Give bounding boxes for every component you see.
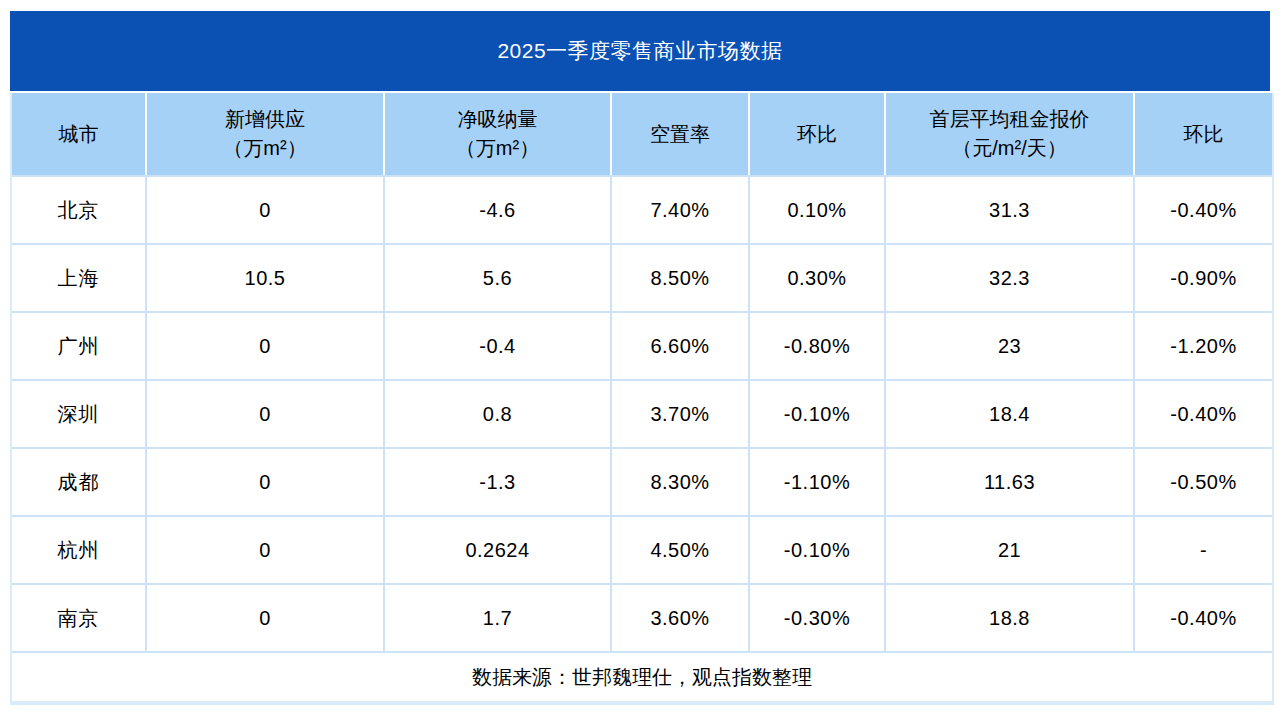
cell-value: 3.60% [612,583,750,651]
cell-city: 北京 [12,175,147,243]
cell-value: 0 [147,311,385,379]
table-row: 深圳00.83.70%-0.10%18.4-0.40% [12,379,1272,447]
col-header-label: 新增供应 （万m²） [223,108,306,159]
cell-value: 31.3 [886,175,1135,243]
col-header-net-absorption: 净吸纳量 （万m²） [385,93,612,175]
cell-value: 8.30% [612,447,750,515]
cell-value: -1.20% [1135,311,1272,379]
cell-value: 0.10% [750,175,886,243]
cell-value: 11.63 [886,447,1135,515]
table-row: 杭州00.26244.50%-0.10%21- [12,515,1272,583]
source-row: 数据来源：世邦魏理仕，观点指数整理 [12,651,1272,701]
cell-city: 南京 [12,583,147,651]
table-row: 南京01.73.60%-0.30%18.8-0.40% [12,583,1272,651]
cell-value: -0.50% [1135,447,1272,515]
table-row: 广州0-0.46.60%-0.80%23-1.20% [12,311,1272,379]
cell-value: -0.10% [750,379,886,447]
cell-value: -1.3 [385,447,612,515]
col-header-label: 净吸纳量 （万m²） [456,108,539,159]
cell-city: 杭州 [12,515,147,583]
table-title-bar: 2025一季度零售商业市场数据 [10,11,1270,91]
cell-value: 8.50% [612,243,750,311]
col-header-label: 环比 [1184,123,1224,145]
cell-value: -0.40% [1135,583,1272,651]
retail-market-table-figure: 2025一季度零售商业市场数据 城市 新增供应 （万m²） 净吸纳量 （万m²）… [10,11,1270,705]
table-row: 北京0-4.67.40%0.10%31.3-0.40% [12,175,1272,243]
cell-value: 0.8 [385,379,612,447]
cell-city: 广州 [12,311,147,379]
cell-value: -0.4 [385,311,612,379]
cell-value: 21 [886,515,1135,583]
table-row: 上海10.55.68.50%0.30%32.3-0.90% [12,243,1272,311]
cell-value: 0 [147,447,385,515]
cell-value: -0.40% [1135,379,1272,447]
table-header: 城市 新增供应 （万m²） 净吸纳量 （万m²） 空置率 环比 首层平均租金报价… [12,93,1272,175]
cell-value: 0 [147,175,385,243]
cell-value: 18.4 [886,379,1135,447]
cell-value: -0.40% [1135,175,1272,243]
cell-value: -4.6 [385,175,612,243]
col-header-city: 城市 [12,93,147,175]
source-note: 数据来源：世邦魏理仕，观点指数整理 [12,651,1272,701]
col-header-ground-floor-rent: 首层平均租金报价 （元/m²/天） [886,93,1135,175]
table-body: 北京0-4.67.40%0.10%31.3-0.40%上海10.55.68.50… [12,175,1272,651]
cell-city: 深圳 [12,379,147,447]
cell-value: -0.30% [750,583,886,651]
col-header-label: 空置率 [650,123,710,145]
cell-city: 上海 [12,243,147,311]
col-header-vacancy-rate: 空置率 [612,93,750,175]
cell-city: 成都 [12,447,147,515]
col-header-label: 首层平均租金报价 （元/m²/天） [930,108,1090,159]
table-title: 2025一季度零售商业市场数据 [497,37,782,65]
cell-value: 7.40% [612,175,750,243]
cell-value: 0 [147,515,385,583]
cell-value: 3.70% [612,379,750,447]
cell-value: 0 [147,583,385,651]
header-row: 城市 新增供应 （万m²） 净吸纳量 （万m²） 空置率 环比 首层平均租金报价… [12,93,1272,175]
col-header-label: 环比 [797,123,837,145]
cell-value: -1.10% [750,447,886,515]
cell-value: 0.30% [750,243,886,311]
cell-value: 0 [147,379,385,447]
cell-value: - [1135,515,1272,583]
cell-value: -0.90% [1135,243,1272,311]
table-footer: 数据来源：世邦魏理仕，观点指数整理 [12,651,1272,701]
cell-value: 5.6 [385,243,612,311]
retail-market-data-table: 城市 新增供应 （万m²） 净吸纳量 （万m²） 空置率 环比 首层平均租金报价… [10,93,1274,705]
cell-value: 6.60% [612,311,750,379]
cell-value: 10.5 [147,243,385,311]
col-header-label: 城市 [59,123,99,145]
cell-value: -0.10% [750,515,886,583]
cell-value: 32.3 [886,243,1135,311]
cell-value: 4.50% [612,515,750,583]
table-row: 成都0-1.38.30%-1.10%11.63-0.50% [12,447,1272,515]
col-header-new-supply: 新增供应 （万m²） [147,93,385,175]
col-header-vacancy-qoq: 环比 [750,93,886,175]
cell-value: 23 [886,311,1135,379]
cell-value: 18.8 [886,583,1135,651]
cell-value: -0.80% [750,311,886,379]
col-header-rent-qoq: 环比 [1135,93,1272,175]
cell-value: 1.7 [385,583,612,651]
cell-value: 0.2624 [385,515,612,583]
